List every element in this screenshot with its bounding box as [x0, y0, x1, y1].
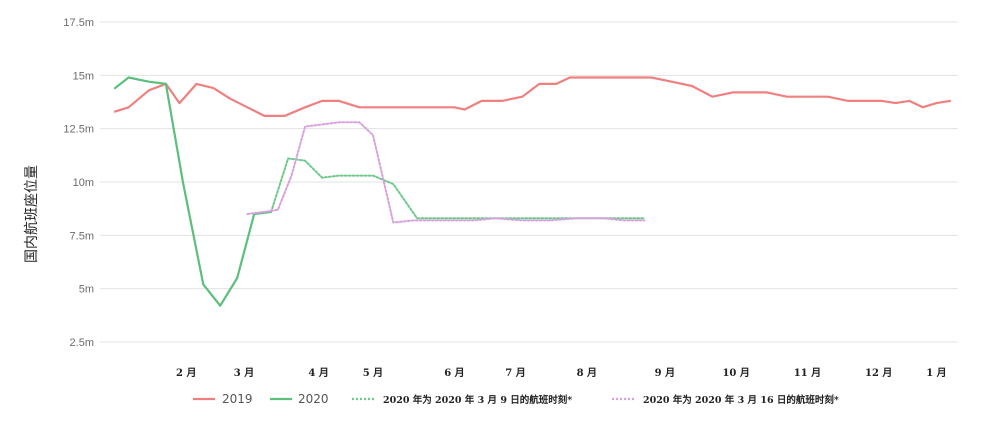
series-line-1	[113, 76, 273, 307]
x-tick-label: 12 月	[865, 367, 892, 379]
legend-label-0: 2019	[222, 392, 253, 406]
x-tick-label: 4 月	[308, 367, 328, 379]
series-line-3	[246, 121, 646, 224]
x-tick-label: 3 月	[234, 367, 254, 379]
legend-label-1: 2020	[298, 392, 329, 406]
x-axis-ticks: 2 月 3 月 4 月 5 月 6 月 7 月 8 月 9 月 10 月 11 月 12 月 1 月	[176, 367, 947, 379]
x-tick-label: 5 月	[363, 367, 383, 379]
x-tick-label: 2 月	[176, 367, 196, 379]
y-tick-label: 5m	[79, 284, 94, 296]
x-tick-label: 9 月	[655, 367, 675, 379]
series-line-2	[270, 157, 646, 220]
legend: 2019 2020 2020 年为 2020 年 3 月 9 日的航班时刻* 2020…	[193, 392, 839, 406]
legend-label-2: 2020 年为 2020 年 3 月 9 日的航班时刻*	[383, 394, 572, 406]
y-tick-label: 15m	[73, 70, 94, 82]
y-tick-label: 12.5m	[63, 124, 94, 136]
x-tick-label: 7 月	[505, 367, 525, 379]
y-axis-ticks: 2.5m 5m 7.5m 10m 12.5m 15m 17.5m	[63, 17, 94, 349]
y-tick-label: 10m	[73, 177, 94, 189]
series-line-0	[113, 76, 952, 118]
gridlines	[100, 21, 958, 343]
legend-label-3: 2020 年为 2020 年 3 月 16 日的航班时刻*	[643, 394, 839, 406]
y-tick-label: 17.5m	[63, 17, 94, 29]
y-tick-label: 2.5m	[70, 337, 94, 349]
x-tick-label: 1 月	[926, 367, 946, 379]
x-tick-label: 11 月	[794, 367, 821, 379]
x-tick-label: 8 月	[577, 367, 597, 379]
series-lines	[113, 76, 952, 307]
x-tick-label: 10 月	[722, 367, 749, 379]
y-axis-label: 国内航班座位量	[24, 165, 40, 263]
y-tick-label: 7.5m	[70, 230, 94, 242]
x-tick-label: 6 月	[444, 367, 464, 379]
